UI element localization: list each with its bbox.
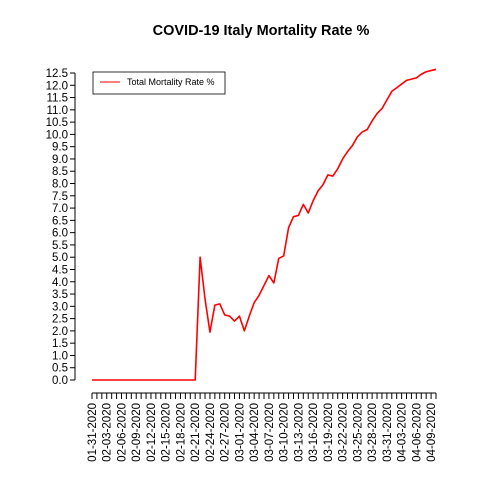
x-tick-label: 02-24-2020 [205,403,217,462]
x-tick-label: 04-06-2020 [411,403,423,462]
y-tick-label: 8.5 [52,166,68,178]
x-tick-label: 04-09-2020 [426,403,438,462]
x-tick-label: 02-09-2020 [131,403,143,462]
y-tick-label: 12.5 [46,68,68,80]
y-tick-label: 0.5 [52,363,68,375]
x-tick-label: 03-16-2020 [308,403,320,462]
y-tick-label: 2.0 [52,326,68,338]
y-tick-label: 10.0 [46,129,68,141]
y-tick-label: 11.5 [46,93,68,105]
series-line [92,68,437,381]
y-tick-label: 11.0 [46,105,68,117]
x-tick-label: 02-03-2020 [102,403,114,462]
y-tick-label: 9.0 [52,154,68,166]
y-tick-label: 1.0 [52,350,68,362]
y-tick-label: 8.0 [52,179,68,191]
y-tick-label: 0.0 [52,375,68,387]
x-tick-label: 03-13-2020 [293,403,305,462]
x-tick-label: 02-27-2020 [220,403,232,462]
series-layer [92,68,437,381]
chart-title: COVID-19 Italy Mortality Rate % [153,23,370,39]
y-axis: 0.00.51.01.52.02.53.03.54.04.55.05.56.06… [46,68,76,387]
y-tick-label: 12.0 [46,80,68,92]
y-tick-label: 6.5 [52,215,68,227]
y-tick-label: 3.5 [52,289,68,301]
x-tick-label: 03-25-2020 [352,403,364,462]
x-tick-label: 03-01-2020 [234,403,246,462]
y-tick-label: 10.5 [46,117,68,129]
x-tick-label: 02-21-2020 [190,403,202,462]
y-tick-label: 3.0 [52,301,68,313]
legend-box [92,71,226,95]
y-tick-label: 1.5 [52,338,68,350]
y-tick-label: 7.0 [52,203,68,215]
x-tick-label: 03-31-2020 [382,403,394,462]
x-axis: 01-31-2020 02-03-2020 02-06-2020 02-09-2020… [87,392,438,462]
y-tick-label: 4.0 [52,277,68,289]
x-tick-label: 03-28-2020 [367,403,379,462]
legend: Total Mortality Rate % [92,71,226,95]
x-tick-label: 04-03-2020 [397,403,409,462]
x-tick-label: 03-07-2020 [264,403,276,462]
y-tick-label: 4.5 [52,264,68,276]
x-tick-label: 02-06-2020 [116,403,128,462]
y-tick-label: 5.0 [52,252,68,264]
x-tick-label: 01-31-2020 [87,403,99,462]
x-tick-label: 02-15-2020 [161,403,173,462]
y-tick-label: 2.5 [52,314,68,326]
x-tick-label: 03-22-2020 [338,403,350,462]
x-tick-label: 02-12-2020 [146,403,158,462]
y-tick-label: 9.5 [52,142,68,154]
x-tick-label: 03-19-2020 [323,403,335,462]
y-tick-label: 5.5 [52,240,68,252]
y-tick-label: 7.5 [52,191,68,203]
y-tick-label: 6.0 [52,228,68,240]
legend-label: Total Mortality Rate % [127,77,215,87]
x-tick-label: 03-04-2020 [249,403,261,462]
x-tick-label: 03-10-2020 [279,403,291,462]
x-tick-label: 02-18-2020 [175,403,187,462]
